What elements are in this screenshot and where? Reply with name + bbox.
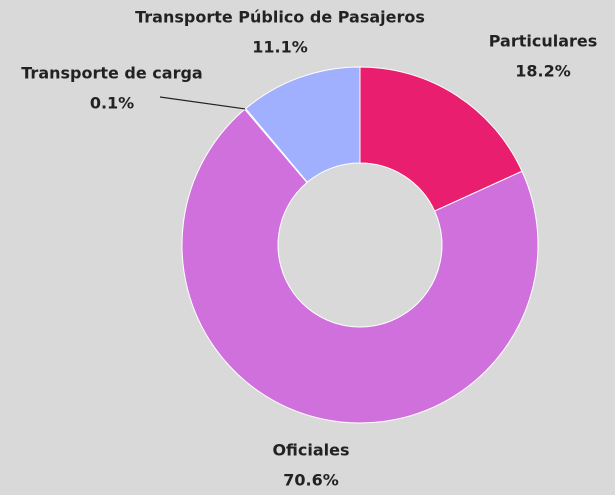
slice-label: Transporte de carga: [21, 64, 202, 83]
slice-label: Oficiales: [272, 441, 349, 460]
slice-value-label: 0.1%: [90, 94, 134, 113]
leader-line: [159, 96, 246, 110]
slice: [181, 108, 539, 424]
slice: [244, 66, 361, 183]
slice-label: Particulares: [489, 32, 598, 51]
slice-value-label: 11.1%: [252, 38, 308, 57]
slice-label: Transporte Público de Pasajeros: [135, 8, 425, 27]
slice-value-label: 70.6%: [283, 471, 339, 490]
slice-value-label: 18.2%: [515, 62, 571, 81]
slice: [359, 66, 523, 212]
